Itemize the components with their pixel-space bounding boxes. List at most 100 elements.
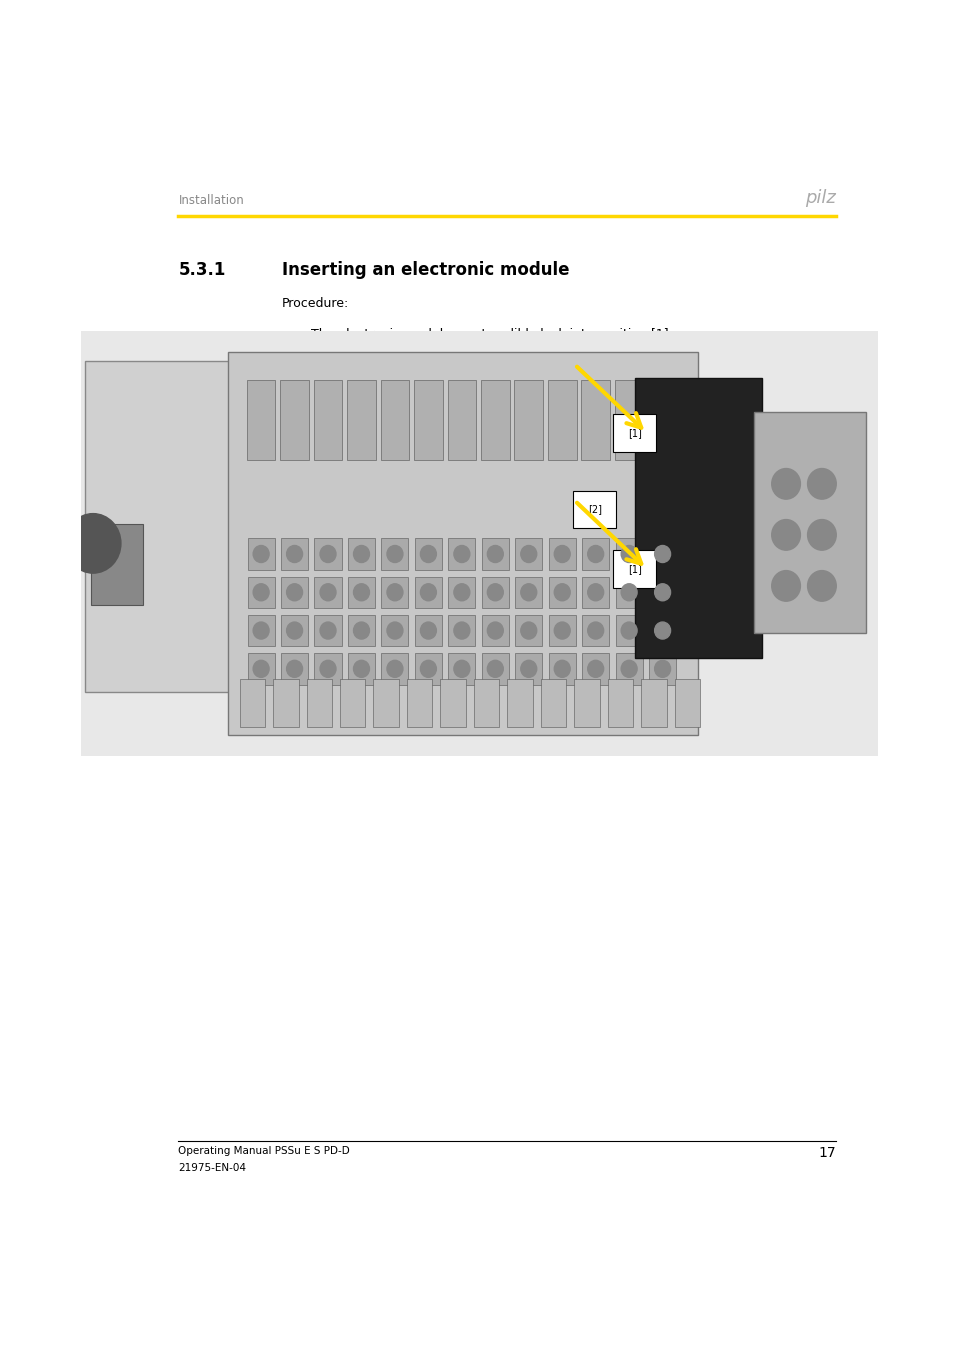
Text: [2]: [2] — [587, 505, 601, 514]
Text: The electronic module must audibly lock into position [1].: The electronic module must audibly lock … — [311, 328, 673, 342]
Text: [1]: [1] — [627, 564, 641, 574]
FancyBboxPatch shape — [480, 381, 509, 460]
Text: Inserting an electronic module: Inserting an electronic module — [282, 261, 569, 278]
FancyBboxPatch shape — [415, 576, 441, 608]
Circle shape — [587, 583, 603, 601]
Circle shape — [654, 583, 670, 601]
Circle shape — [520, 660, 537, 678]
FancyBboxPatch shape — [754, 412, 864, 633]
FancyBboxPatch shape — [615, 576, 642, 608]
Circle shape — [520, 583, 537, 601]
FancyBboxPatch shape — [314, 576, 341, 608]
FancyBboxPatch shape — [548, 576, 576, 608]
FancyBboxPatch shape — [615, 539, 642, 570]
FancyBboxPatch shape — [607, 679, 633, 728]
FancyBboxPatch shape — [615, 653, 642, 684]
Text: Procedure:: Procedure: — [282, 297, 349, 310]
Circle shape — [420, 545, 436, 563]
Circle shape — [654, 622, 670, 639]
Circle shape — [387, 583, 402, 601]
FancyBboxPatch shape — [613, 414, 656, 451]
FancyBboxPatch shape — [540, 679, 566, 728]
Text: 17: 17 — [818, 1146, 836, 1161]
FancyBboxPatch shape — [515, 539, 541, 570]
FancyBboxPatch shape — [174, 406, 806, 755]
Text: [1]: [1] — [627, 428, 641, 437]
FancyBboxPatch shape — [614, 381, 643, 460]
Circle shape — [286, 622, 302, 639]
Circle shape — [354, 583, 369, 601]
FancyBboxPatch shape — [415, 653, 441, 684]
FancyBboxPatch shape — [674, 679, 700, 728]
Circle shape — [286, 660, 302, 678]
Circle shape — [354, 660, 369, 678]
FancyBboxPatch shape — [381, 539, 408, 570]
Circle shape — [454, 545, 469, 563]
FancyBboxPatch shape — [573, 490, 616, 528]
FancyBboxPatch shape — [281, 539, 308, 570]
FancyBboxPatch shape — [348, 539, 375, 570]
Circle shape — [620, 583, 637, 601]
FancyBboxPatch shape — [314, 539, 341, 570]
FancyBboxPatch shape — [314, 614, 341, 647]
Circle shape — [487, 583, 503, 601]
FancyBboxPatch shape — [547, 381, 576, 460]
FancyBboxPatch shape — [548, 614, 576, 647]
FancyBboxPatch shape — [648, 539, 676, 570]
FancyBboxPatch shape — [273, 679, 298, 728]
Circle shape — [587, 622, 603, 639]
FancyBboxPatch shape — [415, 539, 441, 570]
FancyBboxPatch shape — [481, 576, 508, 608]
Circle shape — [487, 660, 503, 678]
Text: Installation: Installation — [178, 193, 244, 207]
Text: pilz: pilz — [804, 189, 836, 207]
FancyBboxPatch shape — [415, 614, 441, 647]
FancyBboxPatch shape — [381, 614, 408, 647]
Circle shape — [454, 660, 469, 678]
Circle shape — [454, 622, 469, 639]
Circle shape — [654, 660, 670, 678]
FancyBboxPatch shape — [91, 524, 143, 605]
FancyBboxPatch shape — [648, 576, 676, 608]
Circle shape — [354, 545, 369, 563]
FancyBboxPatch shape — [85, 360, 236, 693]
FancyBboxPatch shape — [648, 614, 676, 647]
FancyBboxPatch shape — [648, 381, 677, 460]
Circle shape — [487, 545, 503, 563]
FancyBboxPatch shape — [474, 679, 498, 728]
Circle shape — [454, 583, 469, 601]
Circle shape — [320, 583, 335, 601]
FancyBboxPatch shape — [248, 653, 274, 684]
FancyBboxPatch shape — [580, 381, 609, 460]
Circle shape — [620, 545, 637, 563]
Circle shape — [420, 583, 436, 601]
FancyBboxPatch shape — [514, 381, 542, 460]
Text: Operating Manual PSSu E S PD-D: Operating Manual PSSu E S PD-D — [178, 1146, 350, 1157]
Text: Schematic representation:: Schematic representation: — [282, 393, 447, 406]
FancyBboxPatch shape — [515, 614, 541, 647]
FancyBboxPatch shape — [348, 614, 375, 647]
FancyBboxPatch shape — [281, 576, 308, 608]
Circle shape — [587, 660, 603, 678]
Circle shape — [487, 622, 503, 639]
FancyBboxPatch shape — [481, 614, 508, 647]
Circle shape — [286, 545, 302, 563]
Circle shape — [520, 622, 537, 639]
Text: 5.3.1: 5.3.1 — [178, 261, 226, 278]
FancyBboxPatch shape — [81, 331, 877, 756]
Circle shape — [807, 571, 836, 601]
Circle shape — [253, 622, 269, 639]
FancyBboxPatch shape — [507, 679, 532, 728]
Circle shape — [771, 520, 800, 551]
Circle shape — [387, 660, 402, 678]
Circle shape — [320, 545, 335, 563]
FancyBboxPatch shape — [306, 679, 332, 728]
FancyBboxPatch shape — [380, 381, 409, 460]
Circle shape — [253, 583, 269, 601]
FancyBboxPatch shape — [581, 576, 609, 608]
Circle shape — [587, 545, 603, 563]
FancyBboxPatch shape — [247, 381, 275, 460]
FancyBboxPatch shape — [373, 679, 398, 728]
FancyBboxPatch shape — [314, 381, 342, 460]
FancyBboxPatch shape — [581, 539, 609, 570]
